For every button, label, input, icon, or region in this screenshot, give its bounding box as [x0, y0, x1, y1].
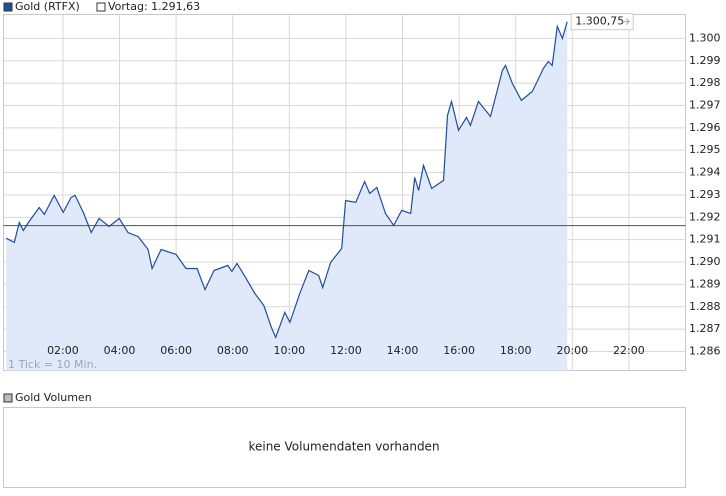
area: [6, 21, 568, 371]
y-tick-label: 1.298: [689, 76, 721, 89]
x-tick-label: 20:00: [556, 344, 588, 357]
annotation: 1 Tick = 10 Min.: [8, 358, 97, 371]
x-tick-label: 14:00: [387, 344, 419, 357]
reference-label: Vortag: 1.291,63: [108, 0, 200, 13]
y-tick-label: 1.296: [689, 121, 721, 134]
y-tick-label: 1.289: [689, 277, 721, 290]
line: [6, 21, 568, 340]
x-tick-label: 02:00: [47, 344, 79, 357]
x-tick-label: 12:00: [330, 344, 362, 357]
y-tick-label: 1.291: [689, 233, 721, 246]
y-tick-label: 1.294: [689, 166, 721, 179]
legend-swatch: [96, 2, 106, 12]
x-tick-label: 16:00: [443, 344, 475, 357]
volume-message: keine Volumendaten vorhanden: [248, 440, 439, 454]
y-tick-label: 1.288: [689, 300, 721, 313]
volume-legend: Gold Volumen: [15, 391, 92, 404]
legend-label: Gold (RTFX): [15, 0, 80, 13]
y-tick-label: 1.297: [689, 99, 721, 112]
y-tick-label: 1.292: [689, 210, 721, 223]
x-tick-label: 18:00: [500, 344, 532, 357]
legend-swatch: [3, 393, 13, 403]
last-value-label: 1.300,75: [575, 15, 624, 28]
legend-swatch: [3, 2, 13, 12]
arrow-icon: [621, 18, 630, 26]
y-tick-label: 1.300: [689, 31, 721, 44]
x-tick-label: 10:00: [273, 344, 305, 357]
y-tick-label: 1.287: [689, 322, 721, 335]
x-tick-label: 04:00: [104, 344, 136, 357]
y-tick-label: 1.293: [689, 188, 721, 201]
x-tick-label: 22:00: [613, 344, 645, 357]
y-tick-label: 1.299: [689, 54, 721, 67]
x-tick-label: 06:00: [160, 344, 192, 357]
volume-panel: [3, 407, 686, 488]
y-tick-label: 1.295: [689, 143, 721, 156]
y-tick-label: 1.286: [689, 344, 721, 357]
y-tick-label: 1.290: [689, 255, 721, 268]
x-tick-label: 08:00: [217, 344, 249, 357]
last-value-box: [570, 13, 634, 31]
